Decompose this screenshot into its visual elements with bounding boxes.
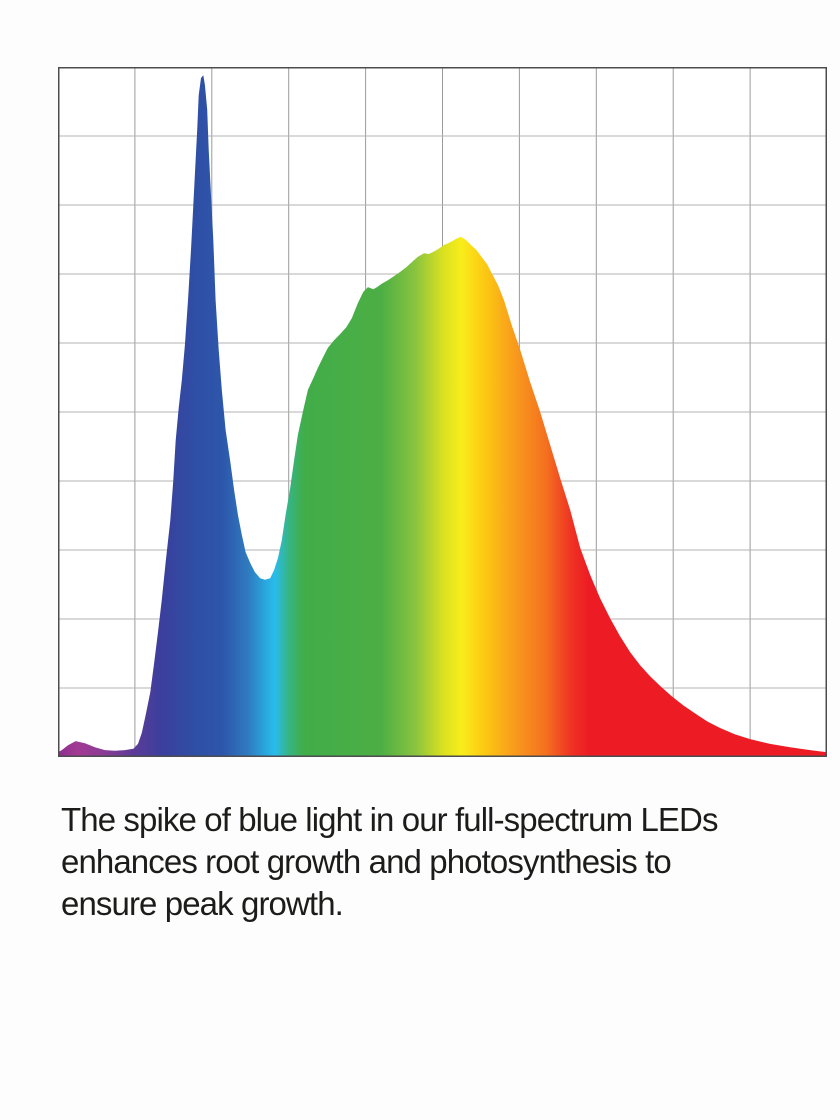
caption-line-2: enhances root growth and photosynthesis … (61, 843, 672, 880)
caption-line-3: ensure peak growth. (61, 885, 344, 922)
caption: The spike of blue light in our full-spec… (61, 799, 821, 925)
spectrum-area (58, 75, 827, 757)
spectrum-chart-svg (58, 67, 827, 757)
chart-border (58, 67, 827, 757)
spectrum-chart (58, 67, 827, 757)
caption-line-1: The spike of blue light in our full-spec… (61, 801, 718, 838)
